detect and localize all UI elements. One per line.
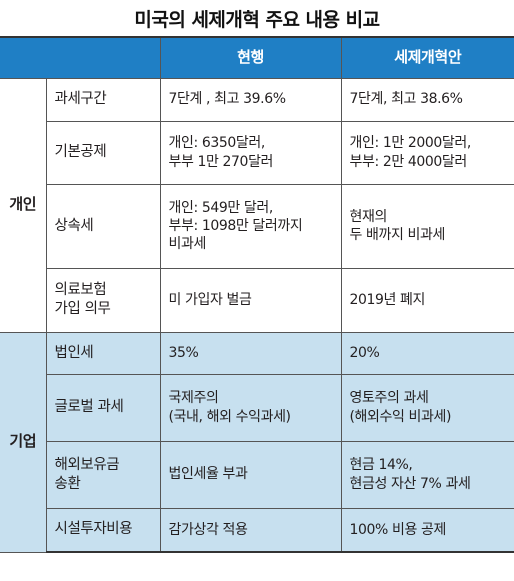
row-current: 법인세율 부과 bbox=[159, 440, 342, 509]
header-corner bbox=[0, 36, 161, 79]
table-row: 해외보유금 송환 법인세율 부과 현금 14%, 현금성 자산 7% 과세 bbox=[0, 440, 514, 509]
table-row: 기업 법인세 35% 20% bbox=[0, 331, 514, 553]
row-item: 상속세 bbox=[46, 183, 161, 269]
group-label-individual: 개인 bbox=[0, 77, 47, 333]
row-current: 감가상각 적용 bbox=[159, 507, 342, 553]
row-item: 기본공제 bbox=[46, 120, 161, 185]
comparison-table: 현행 세제개혁안 개인 과세구간 7단계 , 최고 39.6% 7단계, 최고 … bbox=[0, 36, 514, 553]
row-item: 시설투자비용 bbox=[46, 507, 161, 553]
table-row: 개인 과세구간 7단계 , 최고 39.6% 7단계, 최고 38.6% bbox=[0, 77, 514, 333]
table-row: 글로벌 과세 국제주의 (국내, 해외 수익과세) 영토주의 과세 (해외수익 비과… bbox=[0, 373, 514, 442]
row-reform: 현재의 두 배까지 비과세 bbox=[340, 183, 514, 269]
row-reform: 영토주의 과세 (해외수익 비과세) bbox=[340, 373, 514, 442]
table-row: 기본공제 개인: 6350달러, 부부 1만 270달러 개인: 1만 2000달… bbox=[0, 120, 514, 185]
row-current: 개인: 549만 달러, 부부: 1098만 달러까지 비과세 bbox=[159, 183, 342, 269]
header-row: 현행 세제개혁안 bbox=[0, 36, 514, 79]
row-reform: 7단계, 최고 38.6% bbox=[340, 77, 514, 122]
row-current: 미 가입자 벌금 bbox=[159, 267, 342, 333]
row-current: 개인: 6350달러, 부부 1만 270달러 bbox=[159, 120, 342, 185]
table-row: 상속세 개인: 549만 달러, 부부: 1098만 달러까지 비과세 현재의 두 배… bbox=[0, 183, 514, 269]
row-item: 의료보험 가입 의무 bbox=[46, 267, 161, 333]
row-current: 7단계 , 최고 39.6% bbox=[159, 77, 342, 122]
row-current: 35% bbox=[159, 331, 342, 375]
group-label-corporate: 기업 bbox=[0, 331, 47, 553]
row-reform: 2019년 폐지 bbox=[340, 267, 514, 333]
table-row: 시설투자비용 감가상각 적용 100% 비용 공제 bbox=[0, 507, 514, 553]
row-reform: 100% 비용 공제 bbox=[340, 507, 514, 553]
header-current: 현행 bbox=[159, 36, 342, 79]
row-reform: 현금 14%, 현금성 자산 7% 과세 bbox=[340, 440, 514, 509]
row-item: 해외보유금 송환 bbox=[46, 440, 161, 509]
row-reform: 20% bbox=[340, 331, 514, 375]
row-item: 법인세 bbox=[45, 331, 161, 375]
header-reform: 세제개혁안 bbox=[340, 36, 514, 79]
row-item: 글로벌 과세 bbox=[46, 373, 161, 442]
row-reform: 개인: 1만 2000달러, 부부: 2만 4000달러 bbox=[340, 120, 514, 185]
row-item: 과세구간 bbox=[45, 77, 161, 122]
row-current: 국제주의 (국내, 해외 수익과세) bbox=[159, 373, 342, 442]
table-row: 의료보험 가입 의무 미 가입자 벌금 2019년 폐지 bbox=[0, 267, 514, 333]
page-title: 미국의 세제개혁 주요 내용 비교 bbox=[134, 8, 380, 31]
